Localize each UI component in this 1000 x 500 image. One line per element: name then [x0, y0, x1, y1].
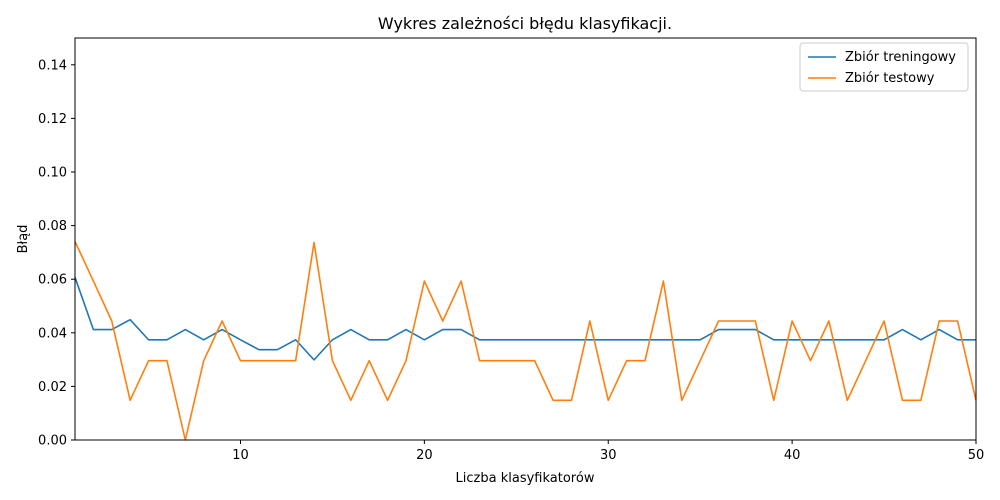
- x-tick-label: 50: [968, 448, 985, 463]
- chart-title: Wykres zależności błędu klasyfikacji.: [378, 14, 672, 33]
- y-tick-label: 0.14: [38, 58, 67, 73]
- legend-box: [799, 42, 969, 92]
- x-axis-label: Liczba klasyfikatorów: [456, 471, 595, 486]
- y-tick-label: 0.00: [38, 434, 67, 449]
- y-tick-label: 0.02: [38, 380, 67, 395]
- y-tick-label: 0.10: [38, 166, 67, 181]
- y-tick-label: 0.12: [38, 112, 67, 127]
- y-tick-label: 0.04: [38, 326, 67, 341]
- y-axis-label: Błąd: [16, 225, 31, 254]
- legend-label-training: Zbiór treningowy: [845, 50, 956, 65]
- legend: Zbiór treningowy Zbiór testowy: [799, 42, 969, 92]
- plot-frame: [74, 37, 977, 441]
- series-line-test: [74, 241, 977, 441]
- x-tick-label: 10: [232, 448, 249, 463]
- legend-label-test: Zbiór testowy: [845, 71, 935, 86]
- x-tick-label: 20: [416, 448, 433, 463]
- x-tick-label: 30: [600, 448, 617, 463]
- y-tick-label: 0.06: [38, 273, 67, 288]
- series-line-training: [74, 277, 976, 361]
- x-tick-label: 40: [784, 448, 801, 463]
- y-tick-label: 0.08: [38, 219, 67, 234]
